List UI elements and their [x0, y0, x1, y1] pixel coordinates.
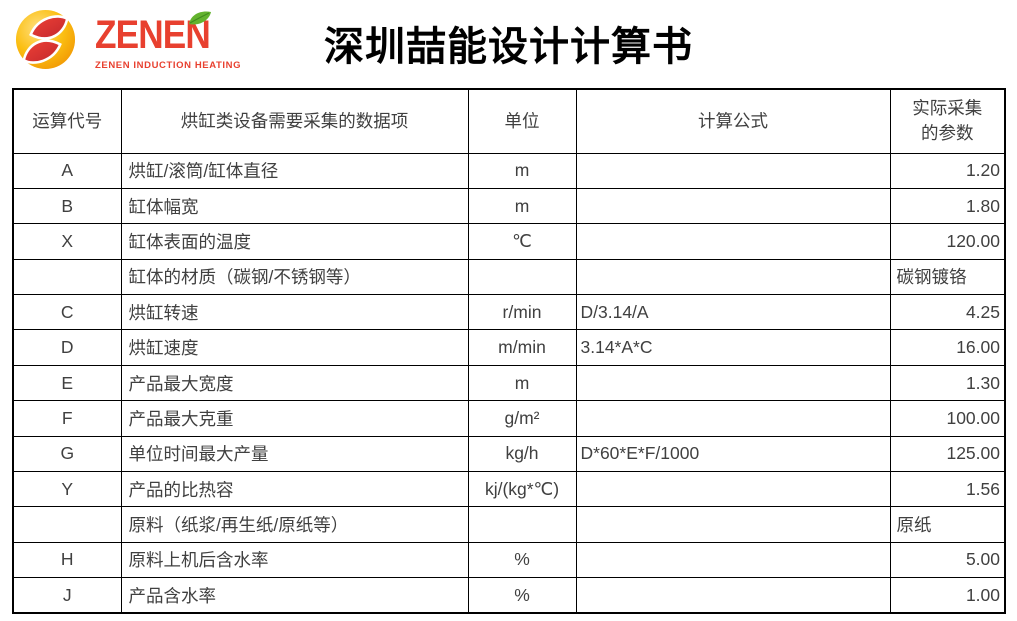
cell-code: H — [12, 541, 122, 579]
cell-unit: % — [467, 577, 577, 614]
table-row: X 缸体表面的温度 ℃ 120.00 — [12, 223, 1006, 260]
table-row: A 烘缸/滚筒/缸体直径 m 1.20 — [12, 152, 1006, 189]
cell-value: 4.25 — [889, 294, 1006, 331]
cell-item: 缸体幅宽 — [120, 187, 469, 225]
table-row: F 产品最大克重 g/m² 100.00 — [12, 400, 1006, 437]
cell-value: 碳钢镀铬 — [889, 258, 1006, 296]
cell-unit: m — [467, 187, 577, 225]
cell-code: J — [12, 577, 122, 614]
table-row: G 单位时间最大产量 kg/h D*60*E*F/1000 125.00 — [12, 435, 1006, 473]
cell-item: 缸体表面的温度 — [120, 223, 469, 260]
column-header-item: 烘缸类设备需要采集的数据项 — [120, 88, 469, 154]
cell-value: 原纸 — [889, 506, 1006, 543]
brand-block: ZENEN ZENEN INDUCTION HEATING — [95, 11, 242, 71]
calculation-table: 运算代号 烘缸类设备需要采集的数据项 单位 计算公式 实际采集 的参数 A 烘缸… — [12, 88, 1006, 615]
cell-item: 单位时间最大产量 — [120, 435, 469, 473]
cell-code: A — [12, 152, 122, 189]
cell-value: 120.00 — [889, 223, 1006, 260]
cell-item: 烘缸转速 — [120, 294, 469, 331]
table-row: B 缸体幅宽 m 1.80 — [12, 187, 1006, 225]
table-header-row: 运算代号 烘缸类设备需要采集的数据项 单位 计算公式 实际采集 的参数 — [12, 88, 1006, 154]
table-row: 原料（纸浆/再生纸/原纸等） 原纸 — [12, 506, 1006, 543]
cell-code: C — [12, 294, 122, 331]
column-header-unit: 单位 — [467, 88, 577, 154]
cell-unit: kj/(kg*℃) — [467, 471, 577, 508]
cell-formula: D/3.14/A — [575, 294, 891, 331]
brand-tagline: ZENEN INDUCTION HEATING — [95, 60, 242, 71]
cell-code: E — [12, 364, 122, 402]
cell-value: 1.00 — [889, 577, 1006, 614]
cell-formula — [575, 577, 891, 614]
cell-item: 原料上机后含水率 — [120, 541, 469, 579]
cell-unit: m/min — [467, 329, 577, 366]
cell-unit — [467, 506, 577, 543]
column-header-formula: 计算公式 — [575, 88, 891, 154]
cell-item: 原料（纸浆/再生纸/原纸等） — [120, 506, 469, 543]
cell-item: 烘缸速度 — [120, 329, 469, 366]
cell-value: 5.00 — [889, 541, 1006, 579]
cell-unit: % — [467, 541, 577, 579]
cell-value: 125.00 — [889, 435, 1006, 473]
cell-item: 产品最大克重 — [120, 400, 469, 437]
cell-value: 100.00 — [889, 400, 1006, 437]
cell-unit: r/min — [467, 294, 577, 331]
cell-code: F — [12, 400, 122, 437]
page-title: 深圳喆能设计计算书 — [324, 25, 693, 69]
cell-formula — [575, 187, 891, 225]
cell-formula — [575, 223, 891, 260]
cell-formula: D*60*E*F/1000 — [575, 435, 891, 473]
table-row: H 原料上机后含水率 % 5.00 — [12, 541, 1006, 579]
cell-code: B — [12, 187, 122, 225]
zenen-logo-icon — [15, 9, 76, 70]
cell-code: D — [12, 329, 122, 366]
cell-unit: g/m² — [467, 400, 577, 437]
table-row: Y 产品的比热容 kj/(kg*℃) 1.56 — [12, 471, 1006, 508]
cell-value: 1.56 — [889, 471, 1006, 508]
cell-unit: ℃ — [467, 223, 577, 260]
cell-item: 产品的比热容 — [120, 471, 469, 508]
cell-unit — [467, 258, 577, 296]
column-header-code: 运算代号 — [12, 88, 122, 154]
cell-formula — [575, 506, 891, 543]
cell-unit: m — [467, 364, 577, 402]
cell-formula — [575, 364, 891, 402]
cell-value: 1.80 — [889, 187, 1006, 225]
cell-value: 1.30 — [889, 364, 1006, 402]
cell-formula: 3.14*A*C — [575, 329, 891, 366]
table-row: C 烘缸转速 r/min D/3.14/A 4.25 — [12, 294, 1006, 331]
table-body: A 烘缸/滚筒/缸体直径 m 1.20 B 缸体幅宽 m 1.80 X 缸体表面… — [12, 152, 1006, 614]
table-row: 缸体的材质（碳钢/不锈钢等） 碳钢镀铬 — [12, 258, 1006, 296]
cell-item: 产品最大宽度 — [120, 364, 469, 402]
cell-formula — [575, 471, 891, 508]
cell-code: X — [12, 223, 122, 260]
cell-unit: m — [467, 152, 577, 189]
cell-unit: kg/h — [467, 435, 577, 473]
cell-value: 1.20 — [889, 152, 1006, 189]
cell-code: Y — [12, 471, 122, 508]
cell-code — [12, 258, 122, 296]
table-row: J 产品含水率 % 1.00 — [12, 577, 1006, 614]
cell-item: 缸体的材质（碳钢/不锈钢等） — [120, 258, 469, 296]
column-header-value: 实际采集 的参数 — [889, 88, 1006, 154]
cell-code — [12, 506, 122, 543]
cell-code: G — [12, 435, 122, 473]
cell-formula — [575, 541, 891, 579]
table-row: E 产品最大宽度 m 1.30 — [12, 364, 1006, 402]
cell-formula — [575, 258, 891, 296]
leaf-icon — [189, 11, 211, 25]
cell-formula — [575, 152, 891, 189]
cell-formula — [575, 400, 891, 437]
cell-value: 16.00 — [889, 329, 1006, 366]
cell-item: 产品含水率 — [120, 577, 469, 614]
zenen-logo: ZENEN ZENEN INDUCTION HEATING — [14, 5, 254, 77]
cell-item: 烘缸/滚筒/缸体直径 — [120, 152, 469, 189]
table-row: D 烘缸速度 m/min 3.14*A*C 16.00 — [12, 329, 1006, 366]
